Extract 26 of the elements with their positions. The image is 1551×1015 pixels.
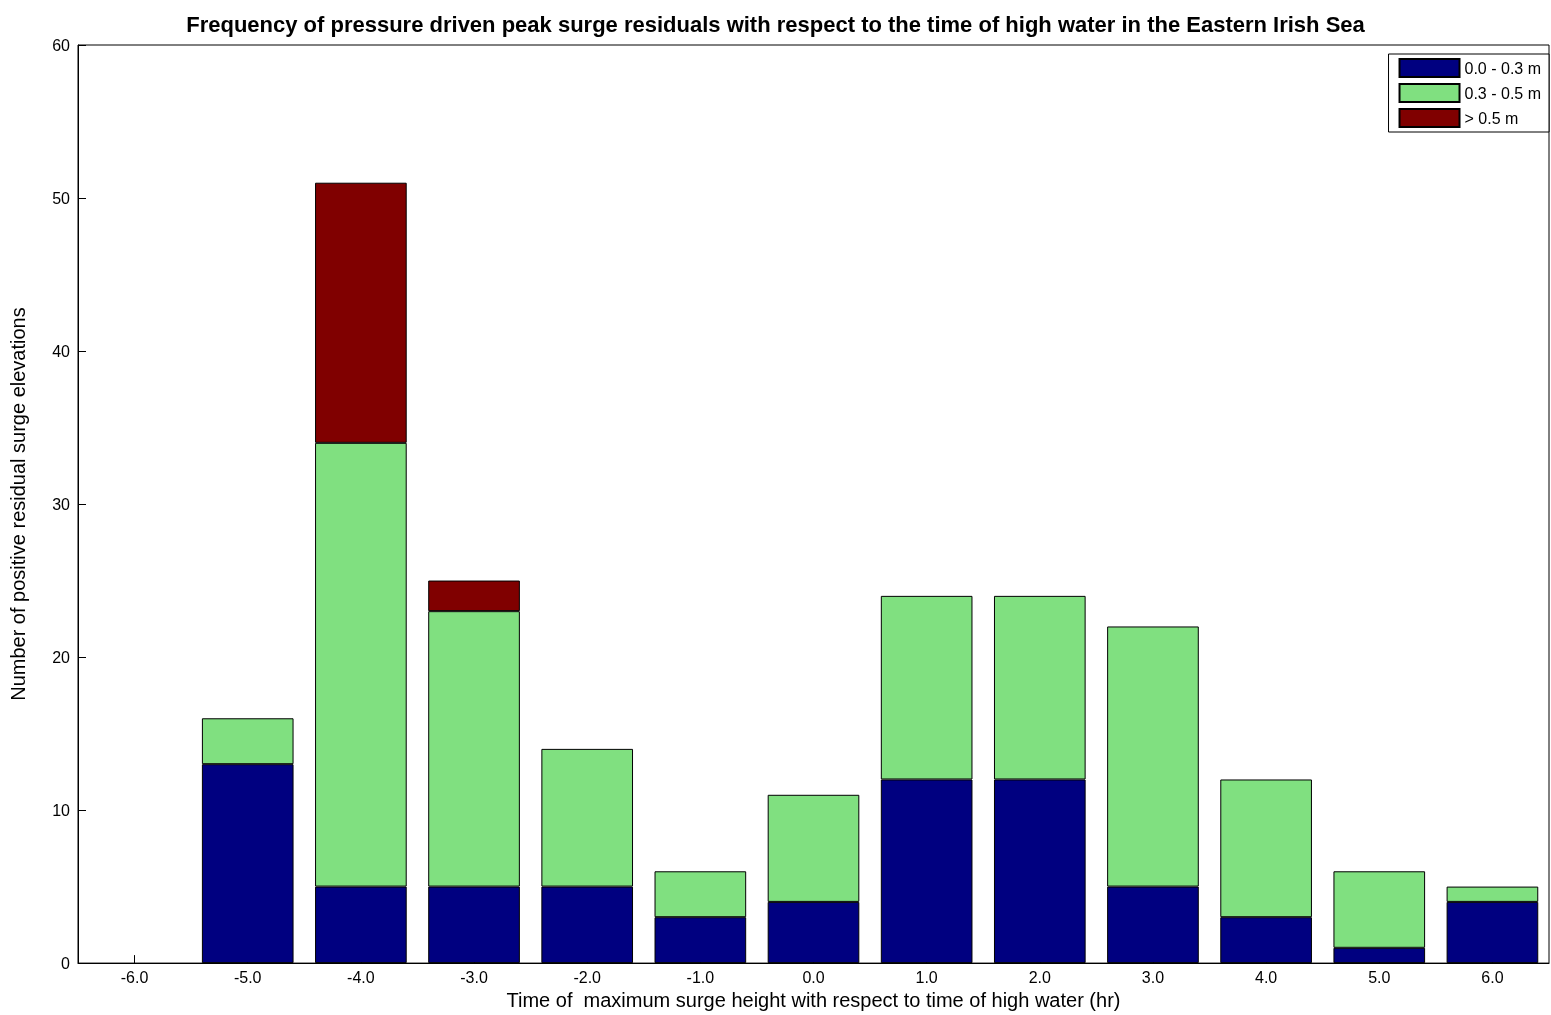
y-axis-title: Number of positive residual surge elevations	[7, 307, 29, 701]
x-tick-label: -4.0	[347, 968, 375, 986]
y-tick-label: 20	[52, 648, 71, 666]
x-tick-label: -6.0	[120, 968, 149, 986]
x-tick-label: -5.0	[233, 968, 262, 986]
legend-label: 0.3 - 0.5 m	[1464, 84, 1542, 102]
x-tick-label: -3.0	[460, 968, 488, 986]
legend-label: 0.0 - 0.3 m	[1464, 59, 1542, 77]
y-tick-label: 30	[52, 495, 71, 513]
x-tick-label: 2.0	[1028, 968, 1052, 986]
y-tick-label: 60	[52, 36, 71, 54]
y-tick-label: 40	[52, 342, 71, 360]
legend-label: > 0.5 m	[1464, 109, 1519, 127]
x-tick-label: 5.0	[1368, 968, 1391, 986]
chart-title: Frequency of pressure driven peak surge residuals with respect to the time of high water in the Eastern Irish Sea	[186, 11, 1366, 37]
x-tick-label: 6.0	[1481, 968, 1504, 986]
y-tick-label: 50	[52, 189, 71, 207]
x-tick-label: 0.0	[802, 968, 825, 986]
x-axis-title: Time of maximum surge height with respect to time of high water (hr)	[506, 989, 1121, 1011]
y-tick-label: 10	[52, 801, 71, 819]
x-tick-label: 3.0	[1141, 968, 1165, 986]
x-tick-label: -2.0	[573, 968, 602, 986]
x-tick-label: 4.0	[1254, 968, 1278, 986]
x-tick-label: 1.0	[915, 968, 938, 986]
x-tick-label: -1.0	[686, 968, 715, 986]
y-tick-label: 0	[61, 954, 71, 972]
